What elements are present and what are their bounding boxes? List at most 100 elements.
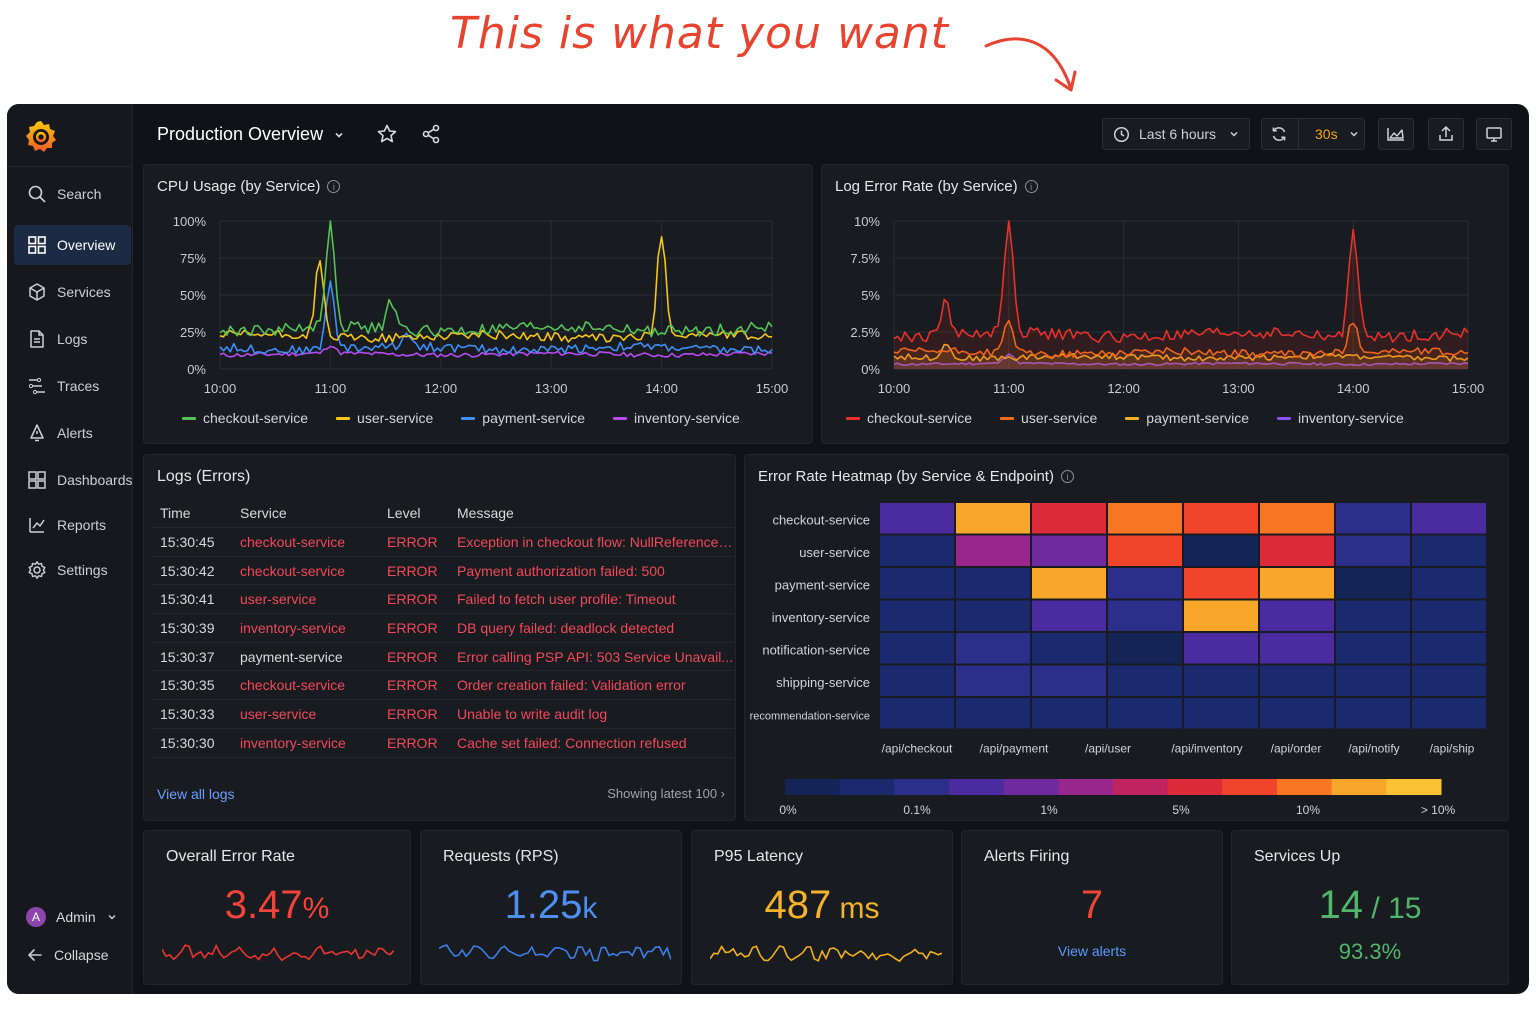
table-row[interactable]: 15:30:37 payment-service ERROR Error callin… bbox=[152, 643, 734, 672]
refresh-picker[interactable]: 30s bbox=[1261, 118, 1365, 150]
legend-item[interactable]: user-service bbox=[336, 410, 433, 426]
collapse-button[interactable]: Collapse bbox=[26, 946, 108, 964]
heatmap-cell[interactable] bbox=[1336, 568, 1410, 599]
heatmap-cell[interactable] bbox=[1108, 698, 1182, 729]
heatmap-cell[interactable] bbox=[1412, 665, 1486, 697]
heatmap-cell[interactable] bbox=[956, 665, 1030, 697]
legend-item[interactable]: payment-service bbox=[461, 410, 585, 426]
table-row[interactable]: 15:30:45 checkout-service ERROR Exception i… bbox=[152, 528, 734, 557]
log-service[interactable]: checkout-service bbox=[240, 562, 346, 579]
heatmap-cell[interactable] bbox=[1260, 600, 1334, 632]
heatmap-cell[interactable] bbox=[1260, 503, 1334, 534]
heatmap-cell[interactable] bbox=[1412, 568, 1486, 599]
sidebar-item-settings[interactable]: Settings bbox=[14, 550, 131, 590]
table-row[interactable]: 15:30:39 inventory-service ERROR DB query f… bbox=[152, 614, 734, 643]
heatmap-cell[interactable] bbox=[880, 665, 954, 697]
heatmap-cell[interactable] bbox=[1032, 503, 1106, 534]
heatmap-cell[interactable] bbox=[880, 568, 954, 599]
heatmap-cell[interactable] bbox=[956, 698, 1030, 729]
export-button[interactable] bbox=[1428, 118, 1464, 150]
dashboard-title[interactable]: Production Overview bbox=[157, 124, 346, 145]
heatmap-cell[interactable] bbox=[880, 503, 954, 534]
heatmap-cell[interactable] bbox=[1108, 665, 1182, 697]
heatmap-cell[interactable] bbox=[1260, 568, 1334, 599]
view-all-logs-link[interactable]: View all logs bbox=[157, 786, 235, 802]
heatmap-cell[interactable] bbox=[1184, 698, 1258, 729]
log-service[interactable]: user-service bbox=[240, 591, 317, 608]
sidebar-item-search[interactable]: Search bbox=[14, 174, 131, 214]
legend-item[interactable]: inventory-service bbox=[1277, 410, 1404, 426]
table-row[interactable]: 15:30:33 user-service ERROR Unable to write… bbox=[152, 700, 734, 729]
panel-mode-button[interactable] bbox=[1378, 118, 1414, 150]
heatmap-cell[interactable] bbox=[1032, 600, 1106, 632]
heatmap-cell[interactable] bbox=[956, 568, 1030, 599]
heatmap-cell[interactable] bbox=[1336, 503, 1410, 534]
sidebar-item-dashboards[interactable]: Dashboards bbox=[14, 460, 133, 500]
heatmap-cell[interactable] bbox=[1032, 698, 1106, 729]
heatmap-cell[interactable] bbox=[1032, 535, 1106, 567]
heatmap-cell[interactable] bbox=[1412, 535, 1486, 567]
heatmap-cell[interactable] bbox=[1108, 633, 1182, 664]
time-range-picker[interactable]: Last 6 hours bbox=[1102, 118, 1250, 150]
heatmap-cell[interactable] bbox=[1412, 633, 1486, 664]
tv-mode-button[interactable] bbox=[1476, 118, 1512, 150]
table-row[interactable]: 15:30:30 inventory-service ERROR Cache set … bbox=[152, 729, 734, 758]
heatmap-cell[interactable] bbox=[1336, 600, 1410, 632]
heatmap-cell[interactable] bbox=[1108, 503, 1182, 534]
heatmap-cell[interactable] bbox=[956, 600, 1030, 632]
heatmap-cell[interactable] bbox=[1184, 503, 1258, 534]
heatmap-cell[interactable] bbox=[1108, 600, 1182, 632]
view-alerts-link[interactable]: View alerts bbox=[1057, 943, 1127, 959]
table-row[interactable]: 15:30:42 checkout-service ERROR Payment aut… bbox=[152, 557, 734, 586]
heatmap-cell[interactable] bbox=[1184, 633, 1258, 664]
star-icon[interactable] bbox=[376, 123, 398, 145]
log-service[interactable]: inventory-service bbox=[240, 619, 346, 636]
heatmap-cell[interactable] bbox=[956, 535, 1030, 567]
heatmap-cell[interactable] bbox=[1184, 568, 1258, 599]
sidebar-item-traces[interactable]: Traces bbox=[14, 366, 131, 406]
heatmap-cell[interactable] bbox=[1336, 665, 1410, 697]
heatmap-cell[interactable] bbox=[956, 503, 1030, 534]
legend-item[interactable]: inventory-service bbox=[613, 410, 740, 426]
heatmap-cell[interactable] bbox=[1336, 633, 1410, 664]
heatmap-cell[interactable] bbox=[1032, 665, 1106, 697]
legend-item[interactable]: checkout-service bbox=[846, 410, 972, 426]
heatmap-cell[interactable] bbox=[1184, 600, 1258, 632]
legend-item[interactable]: user-service bbox=[1000, 410, 1097, 426]
heatmap-cell[interactable] bbox=[1412, 698, 1486, 729]
log-service[interactable]: checkout-service bbox=[240, 533, 346, 550]
info-icon[interactable]: i bbox=[327, 180, 341, 193]
heatmap-cell[interactable] bbox=[1260, 633, 1334, 664]
sidebar-item-overview[interactable]: Overview bbox=[14, 225, 131, 265]
heatmap-cell[interactable] bbox=[1108, 568, 1182, 599]
share-icon[interactable] bbox=[420, 123, 442, 145]
grafana-logo-icon[interactable] bbox=[23, 118, 59, 154]
table-row[interactable]: 15:30:41 user-service ERROR Failed to fetch… bbox=[152, 585, 734, 615]
heatmap-cell[interactable] bbox=[880, 535, 954, 567]
sidebar-item-reports[interactable]: Reports bbox=[14, 505, 131, 545]
heatmap-cell[interactable] bbox=[1032, 633, 1106, 664]
heatmap-cell[interactable] bbox=[956, 633, 1030, 664]
heatmap-cell[interactable] bbox=[1336, 698, 1410, 729]
log-service[interactable]: user-service bbox=[240, 705, 317, 722]
heatmap-cell[interactable] bbox=[1108, 535, 1182, 567]
sidebar-item-alerts[interactable]: Alerts bbox=[14, 413, 131, 453]
heatmap-cell[interactable] bbox=[1184, 535, 1258, 567]
sidebar-item-services[interactable]: Services bbox=[14, 272, 131, 312]
heatmap-cell[interactable] bbox=[1260, 698, 1334, 729]
heatmap-cell[interactable] bbox=[1260, 535, 1334, 567]
heatmap-cell[interactable] bbox=[880, 633, 954, 664]
info-icon[interactable]: i bbox=[1060, 470, 1074, 483]
heatmap-cell[interactable] bbox=[1412, 503, 1486, 534]
heatmap-cell[interactable] bbox=[1032, 568, 1106, 599]
heatmap-cell[interactable] bbox=[880, 600, 954, 632]
table-row[interactable]: 15:30:35 checkout-service ERROR Order creat… bbox=[152, 671, 734, 701]
showing-latest-link[interactable]: Showing latest 100 › bbox=[607, 786, 725, 801]
heatmap-cell[interactable] bbox=[1336, 535, 1410, 567]
heatmap-cell[interactable] bbox=[1260, 665, 1334, 697]
heatmap-cell[interactable] bbox=[1184, 665, 1258, 697]
heatmap-cell[interactable] bbox=[880, 698, 954, 729]
legend-item[interactable]: checkout-service bbox=[182, 410, 308, 426]
user-menu[interactable]: A Admin bbox=[26, 907, 118, 927]
log-service[interactable]: inventory-service bbox=[240, 734, 346, 751]
